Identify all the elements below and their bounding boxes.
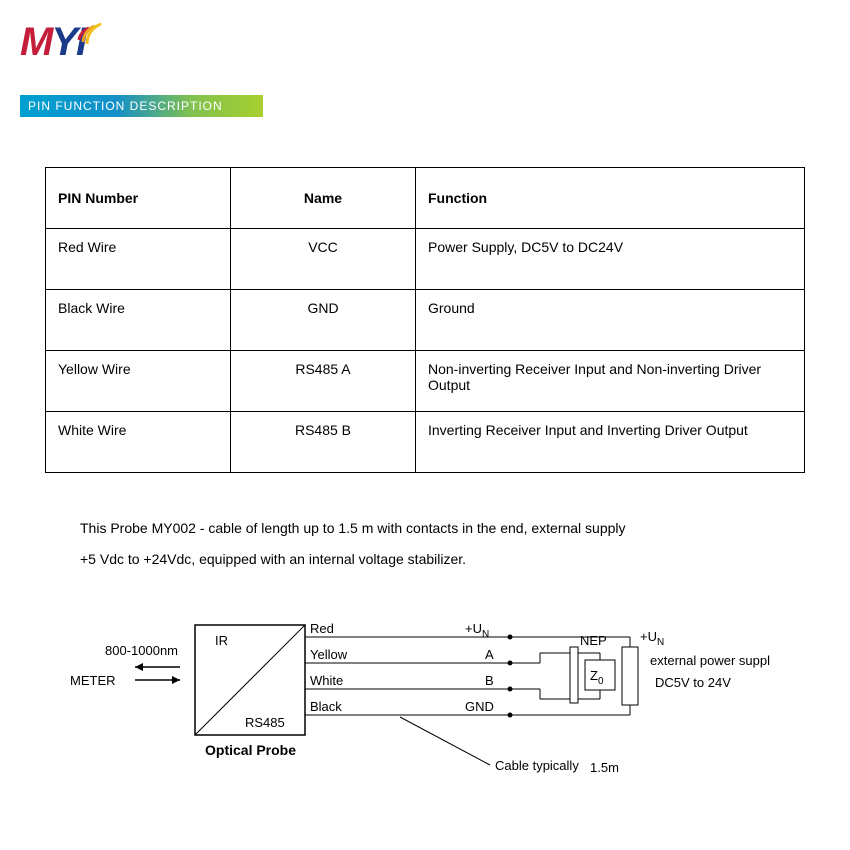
wiring-diagram: METER 800-1000nm IR RS485 Optical Probe … — [70, 605, 770, 805]
svg-text:RS485: RS485 — [245, 715, 285, 730]
svg-text:Z0: Z0 — [590, 668, 604, 687]
svg-text:DC5V to 24V: DC5V to 24V — [655, 675, 731, 690]
svg-text:A: A — [485, 647, 494, 662]
table-row: Red Wire VCC Power Supply, DC5V to DC24V — [46, 229, 805, 290]
company-logo: MYI — [20, 20, 830, 65]
table-row: Black Wire GND Ground — [46, 290, 805, 351]
table-row: Yellow Wire RS485 A Non-inverting Receiv… — [46, 351, 805, 412]
svg-text:Optical Probe: Optical Probe — [205, 742, 296, 758]
svg-text:White: White — [310, 673, 343, 688]
section-header: PIN FUNCTION DESCRIPTION — [20, 95, 263, 117]
svg-text:Cable typically: Cable typically — [495, 758, 579, 773]
svg-text:800-1000nm: 800-1000nm — [105, 643, 178, 658]
svg-text:1.5m: 1.5m — [590, 760, 619, 775]
svg-text:+UN: +UN — [640, 629, 664, 648]
svg-text:Red: Red — [310, 621, 334, 636]
svg-text:GND: GND — [465, 699, 494, 714]
svg-text:Yellow: Yellow — [310, 647, 348, 662]
col-name: Name — [231, 168, 416, 229]
svg-text:B: B — [485, 673, 494, 688]
svg-text:Black: Black — [310, 699, 342, 714]
table-row: White Wire RS485 B Inverting Receiver In… — [46, 412, 805, 473]
col-function: Function — [416, 168, 805, 229]
pin-function-table: PIN Number Name Function Red Wire VCC Po… — [45, 167, 805, 473]
svg-text:NEP: NEP — [580, 633, 607, 648]
svg-text:IR: IR — [215, 633, 228, 648]
svg-text:external power supply: external power supply — [650, 653, 770, 668]
description-text: This Probe MY002 - cable of length up to… — [80, 513, 770, 575]
col-pin-number: PIN Number — [46, 168, 231, 229]
svg-text:METER: METER — [70, 673, 116, 688]
